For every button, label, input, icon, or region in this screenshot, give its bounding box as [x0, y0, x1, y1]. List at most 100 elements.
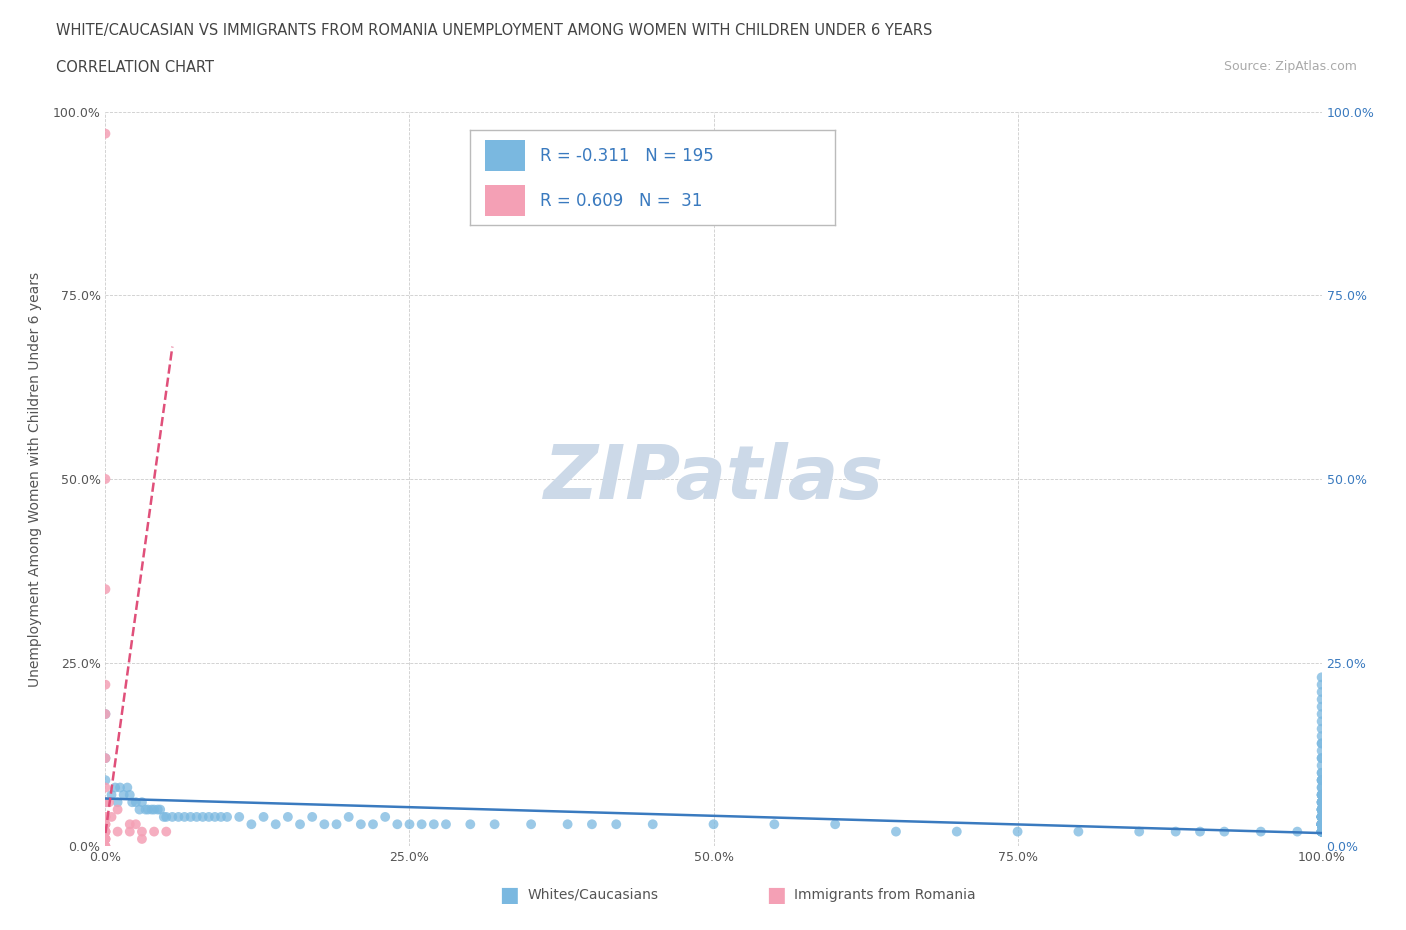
Point [314, 817, 336, 831]
Point [94, 472, 117, 486]
Point [141, 802, 163, 817]
Point [94, 824, 117, 839]
Point [1310, 714, 1333, 729]
Point [100, 788, 122, 803]
Point [1310, 817, 1333, 831]
Point [107, 802, 129, 817]
Point [1310, 802, 1333, 817]
Point [1310, 824, 1333, 839]
Point [1310, 788, 1333, 803]
Point [1310, 817, 1333, 831]
Point [1310, 817, 1333, 831]
Point [1310, 824, 1333, 839]
Point [1310, 817, 1333, 831]
Point [884, 824, 907, 839]
Point [136, 802, 159, 817]
Point [1310, 817, 1333, 831]
Point [1310, 809, 1333, 824]
Text: Whites/Caucasians: Whites/Caucasians [527, 887, 658, 902]
Point [1286, 824, 1309, 839]
Point [1310, 802, 1333, 817]
Y-axis label: Unemployment Among Women with Children Under 6 years: Unemployment Among Women with Children U… [28, 272, 42, 686]
Point [1310, 692, 1333, 707]
Point [1310, 677, 1333, 692]
Point [173, 809, 195, 824]
Point [1310, 817, 1333, 831]
Text: WHITE/CAUCASIAN VS IMMIGRANTS FROM ROMANIA UNEMPLOYMENT AMONG WOMEN WITH CHILDRE: WHITE/CAUCASIAN VS IMMIGRANTS FROM ROMAN… [56, 23, 932, 38]
Point [1310, 817, 1333, 831]
Point [240, 817, 263, 831]
Point [1310, 773, 1333, 788]
Point [94, 751, 117, 765]
Point [94, 707, 117, 722]
Point [1310, 751, 1333, 765]
Point [155, 824, 177, 839]
Point [1310, 817, 1333, 831]
Point [398, 817, 420, 831]
Point [1310, 809, 1333, 824]
Point [1310, 817, 1333, 831]
Point [1310, 817, 1333, 831]
Point [1250, 824, 1272, 839]
Point [117, 780, 139, 795]
Point [1310, 788, 1333, 803]
Point [374, 809, 396, 824]
Point [1310, 817, 1333, 831]
Point [1310, 817, 1333, 831]
Point [125, 795, 148, 810]
Point [1310, 824, 1333, 839]
Point [94, 707, 117, 722]
Point [484, 817, 506, 831]
Point [1310, 817, 1333, 831]
Point [1310, 809, 1333, 824]
Point [1310, 765, 1333, 780]
Point [1310, 780, 1333, 795]
Point [162, 809, 184, 824]
Point [143, 824, 166, 839]
Point [94, 817, 117, 831]
Bar [485, 140, 524, 171]
Point [198, 809, 221, 824]
Point [1310, 824, 1333, 839]
Point [186, 809, 208, 824]
Point [1310, 817, 1333, 831]
Point [1213, 824, 1236, 839]
Point [1310, 817, 1333, 831]
Point [1310, 809, 1333, 824]
Point [557, 817, 579, 831]
Point [209, 809, 232, 824]
Point [94, 795, 117, 810]
Point [1310, 743, 1333, 758]
Point [1189, 824, 1212, 839]
Point [387, 817, 409, 831]
Point [252, 809, 274, 824]
Point [1310, 809, 1333, 824]
Point [1310, 809, 1333, 824]
Point [1310, 817, 1333, 831]
Point [1310, 817, 1333, 831]
Point [1310, 795, 1333, 810]
Point [1310, 809, 1333, 824]
Point [112, 788, 135, 803]
Point [108, 780, 131, 795]
Point [1310, 817, 1333, 831]
Point [217, 809, 239, 824]
Point [135, 802, 157, 817]
Point [1310, 699, 1333, 714]
Point [1310, 817, 1333, 831]
Point [1310, 707, 1333, 722]
Point [1310, 773, 1333, 788]
Point [149, 802, 172, 817]
Point [131, 831, 153, 846]
Point [945, 824, 967, 839]
Point [1310, 758, 1333, 773]
Point [1310, 684, 1333, 699]
Point [128, 802, 150, 817]
Point [1310, 817, 1333, 831]
Point [146, 802, 169, 817]
Point [191, 809, 214, 824]
Point [1310, 736, 1333, 751]
Text: ZIPatlas: ZIPatlas [544, 443, 883, 515]
Point [605, 817, 627, 831]
Point [1310, 809, 1333, 824]
